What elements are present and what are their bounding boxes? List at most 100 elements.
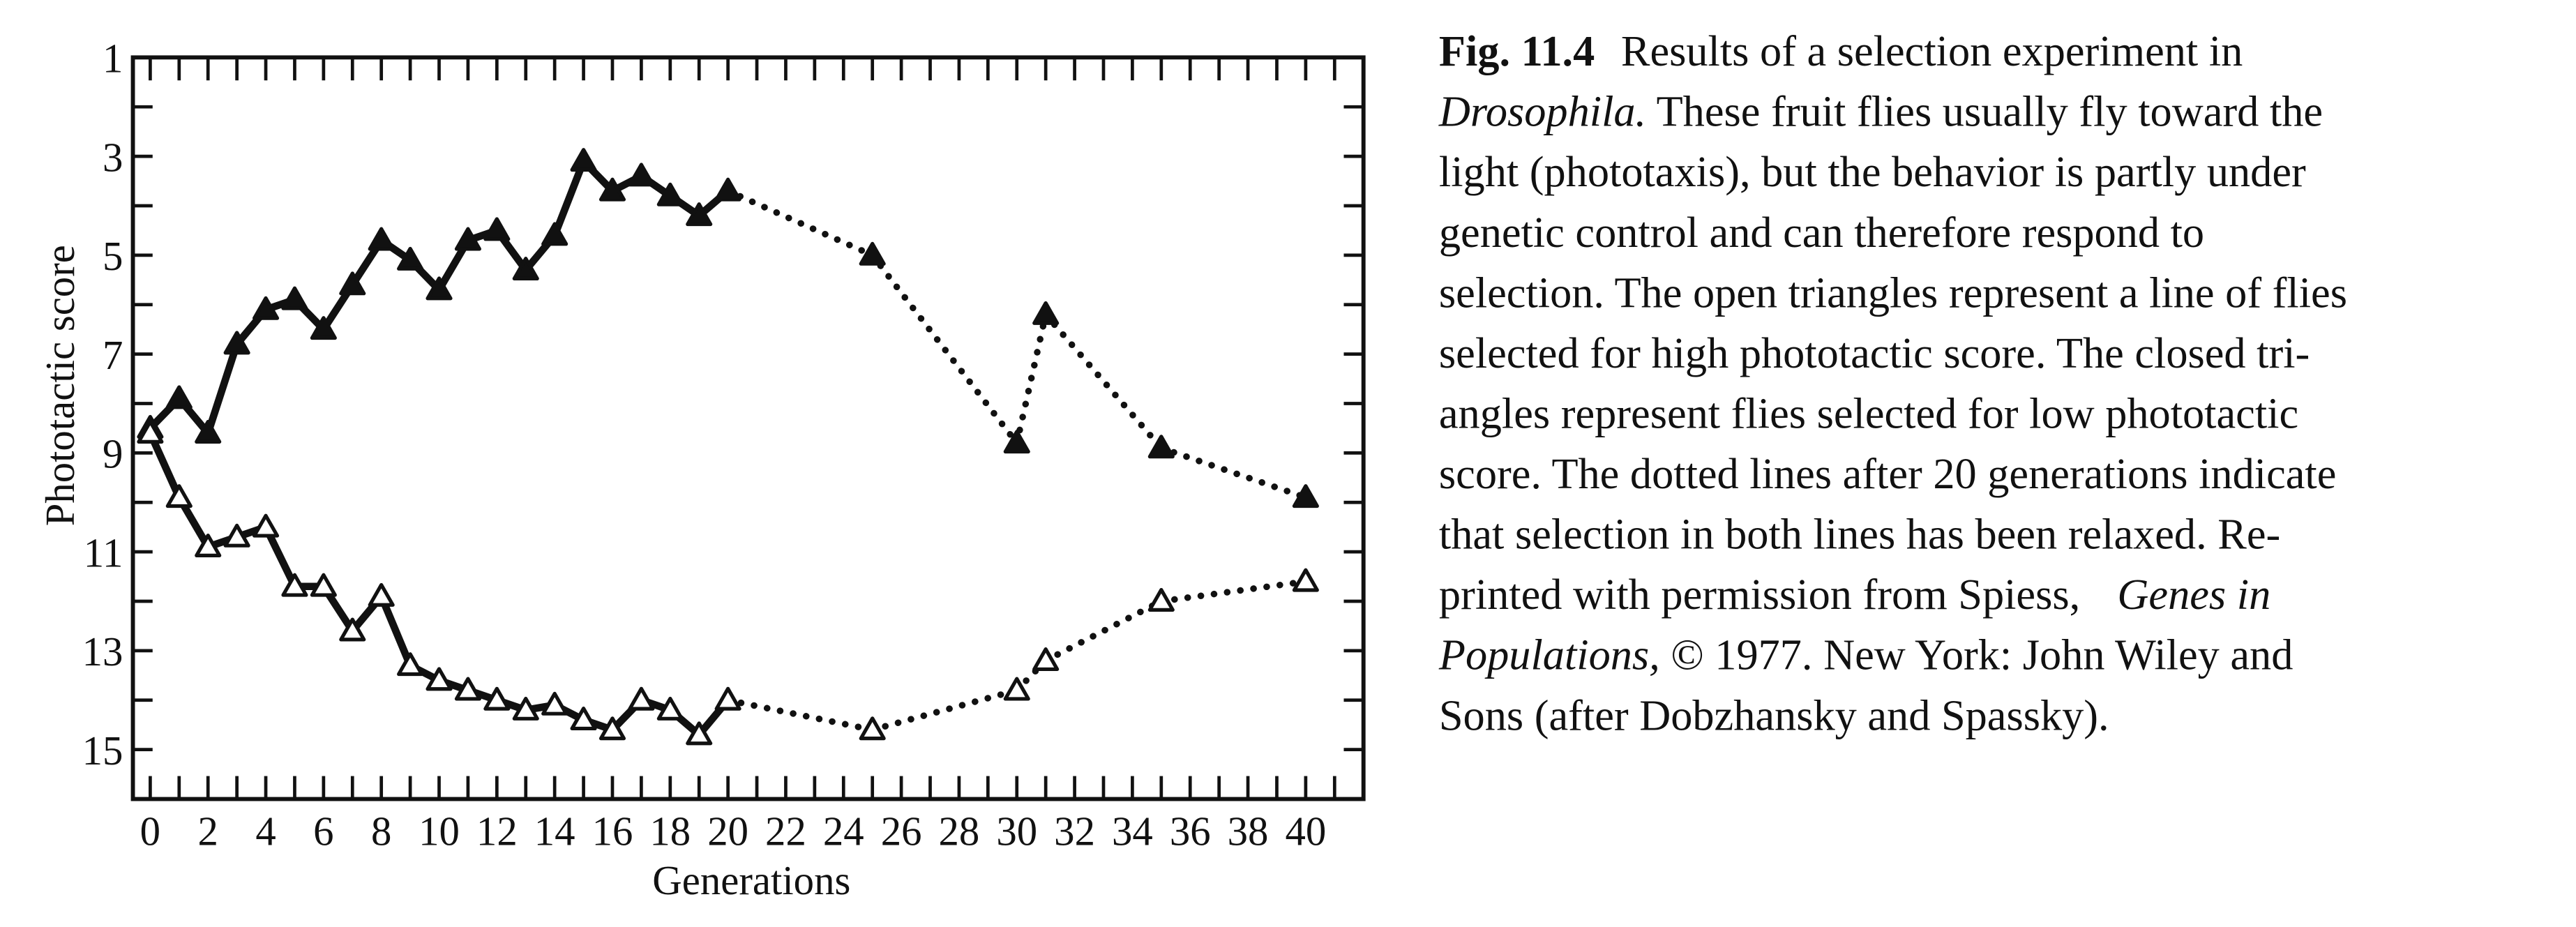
x-tick-label: 28: [939, 808, 980, 854]
open-triangle: [397, 652, 424, 677]
open-triangle: [628, 686, 655, 711]
y-tick-label: 1: [103, 36, 123, 81]
x-tick-label: 8: [371, 808, 391, 854]
x-tick-label: 10: [419, 808, 460, 854]
caption-text: Genes in: [2117, 571, 2270, 619]
line-segment: [146, 429, 183, 502]
closed-triangle: [252, 296, 280, 320]
closed-triangle: [339, 271, 366, 296]
open-triangle: [252, 513, 280, 538]
open-triangle: [223, 523, 250, 548]
caption-text: selected for high phototactic score. The…: [1439, 329, 2310, 377]
open-triangle: [1032, 647, 1060, 672]
closed-triangle: [310, 316, 337, 340]
open-triangle: [425, 667, 453, 691]
caption-line: Drosophila. These fruit flies usually fl…: [1438, 88, 2323, 136]
x-tick-label: 32: [1054, 808, 1095, 854]
dotted-segment: [1158, 444, 1309, 501]
line-segment: [550, 157, 587, 239]
x-tick-label: 12: [476, 808, 518, 854]
caption-line: that selection in both lines has been re…: [1439, 511, 2280, 559]
x-tick-label: 24: [823, 808, 864, 854]
closed-triangle: [397, 246, 424, 271]
open-triangle: [339, 617, 366, 642]
y-tick-label: 11: [84, 530, 123, 575]
open-triangle: [512, 696, 539, 721]
dotted-segment: [868, 252, 1020, 446]
dotted-segment: [1042, 598, 1165, 664]
closed-triangle: [483, 217, 511, 241]
open-triangle: [310, 573, 337, 597]
caption-text: © 1977. New York: John Wiley and: [1660, 631, 2293, 679]
dotted-segment: [1014, 311, 1049, 446]
caption-text: Sons (after Dobzhansky and Spassky).: [1439, 691, 2109, 739]
closed-triangle: [859, 241, 886, 266]
open-triangle: [714, 686, 741, 711]
y-tick-label: 13: [82, 629, 123, 674]
x-tick-label: 26: [881, 808, 922, 854]
closed-triangle: [195, 419, 222, 444]
y-tick-label: 7: [103, 333, 123, 378]
line-segment: [204, 340, 241, 437]
caption-text: genetic control and can therefore respon…: [1439, 209, 2204, 257]
caption-text: Populations,: [1438, 631, 1660, 679]
x-tick-label: 2: [198, 808, 218, 854]
caption-text: that selection in both lines has been re…: [1439, 511, 2280, 559]
open-triangle: [598, 716, 626, 741]
caption-line: angles represent flies selected for low …: [1439, 389, 2298, 437]
y-tick-label: 3: [103, 135, 123, 180]
caption-text: selection. The open triangles represent …: [1439, 269, 2347, 317]
open-triangle: [570, 707, 597, 731]
caption-line: printed with permission from Spiess, Gen…: [1439, 571, 2270, 619]
dotted-segment: [724, 697, 876, 733]
caption-text: These fruit flies usually fly toward the: [1646, 88, 2323, 136]
open-triangle: [1003, 677, 1030, 701]
closed-triangle: [598, 177, 626, 202]
caption-line: Sons (after Dobzhansky and Spassky).: [1439, 691, 2109, 739]
line-segment: [377, 592, 414, 670]
dotted-segment: [724, 187, 876, 259]
open-triangle: [137, 419, 164, 444]
caption-line: selected for high phototactic score. The…: [1439, 329, 2310, 377]
caption-text: Drosophila.: [1438, 88, 1646, 136]
open-triangle: [1147, 587, 1175, 612]
x-tick-label: 40: [1285, 808, 1326, 854]
x-tick-label: 6: [313, 808, 333, 854]
caption-line: Populations, © 1977. New York: John Wile…: [1438, 631, 2293, 679]
caption-text: printed with permission from Spiess,: [1439, 571, 2091, 619]
caption-line: selection. The open triangles represent …: [1439, 269, 2347, 317]
caption-line: genetic control and can therefore respon…: [1439, 209, 2204, 257]
caption-text: angles represent flies selected for low …: [1439, 389, 2298, 437]
open-triangle: [368, 582, 395, 607]
closed-triangle: [454, 227, 481, 251]
closed-triangle: [570, 148, 597, 172]
closed-triangle: [1003, 430, 1030, 454]
closed-triangle: [686, 202, 713, 227]
closed-triangle: [1292, 484, 1319, 508]
closed-triangle: [368, 227, 395, 251]
x-tick-label: 30: [996, 808, 1037, 854]
x-tick-label: 0: [140, 808, 160, 854]
closed-triangle: [714, 177, 741, 202]
closed-triangle: [165, 385, 193, 409]
x-tick-label: 16: [592, 808, 633, 854]
closed-triangle: [541, 222, 568, 246]
open-triangle: [483, 686, 511, 711]
closed-triangle: [223, 331, 250, 355]
caption-line: Fig. 11.4 Results of a selection experime…: [1439, 27, 2243, 75]
closed-triangle: [1147, 435, 1175, 459]
closed-triangle: [281, 286, 308, 310]
closed-triangle: [425, 276, 453, 301]
dotted-segment: [1042, 311, 1165, 451]
open-triangle: [541, 691, 568, 716]
closed-triangle: [656, 182, 684, 206]
x-tick-label: 18: [649, 808, 691, 854]
caption-label: Fig. 11.4: [1439, 27, 1595, 75]
x-tick-label: 34: [1112, 808, 1153, 854]
dotted-segment: [1158, 578, 1309, 605]
caption-line: light (phototaxis), but the behavior is …: [1439, 148, 2306, 196]
x-tick-label: 4: [255, 808, 276, 854]
